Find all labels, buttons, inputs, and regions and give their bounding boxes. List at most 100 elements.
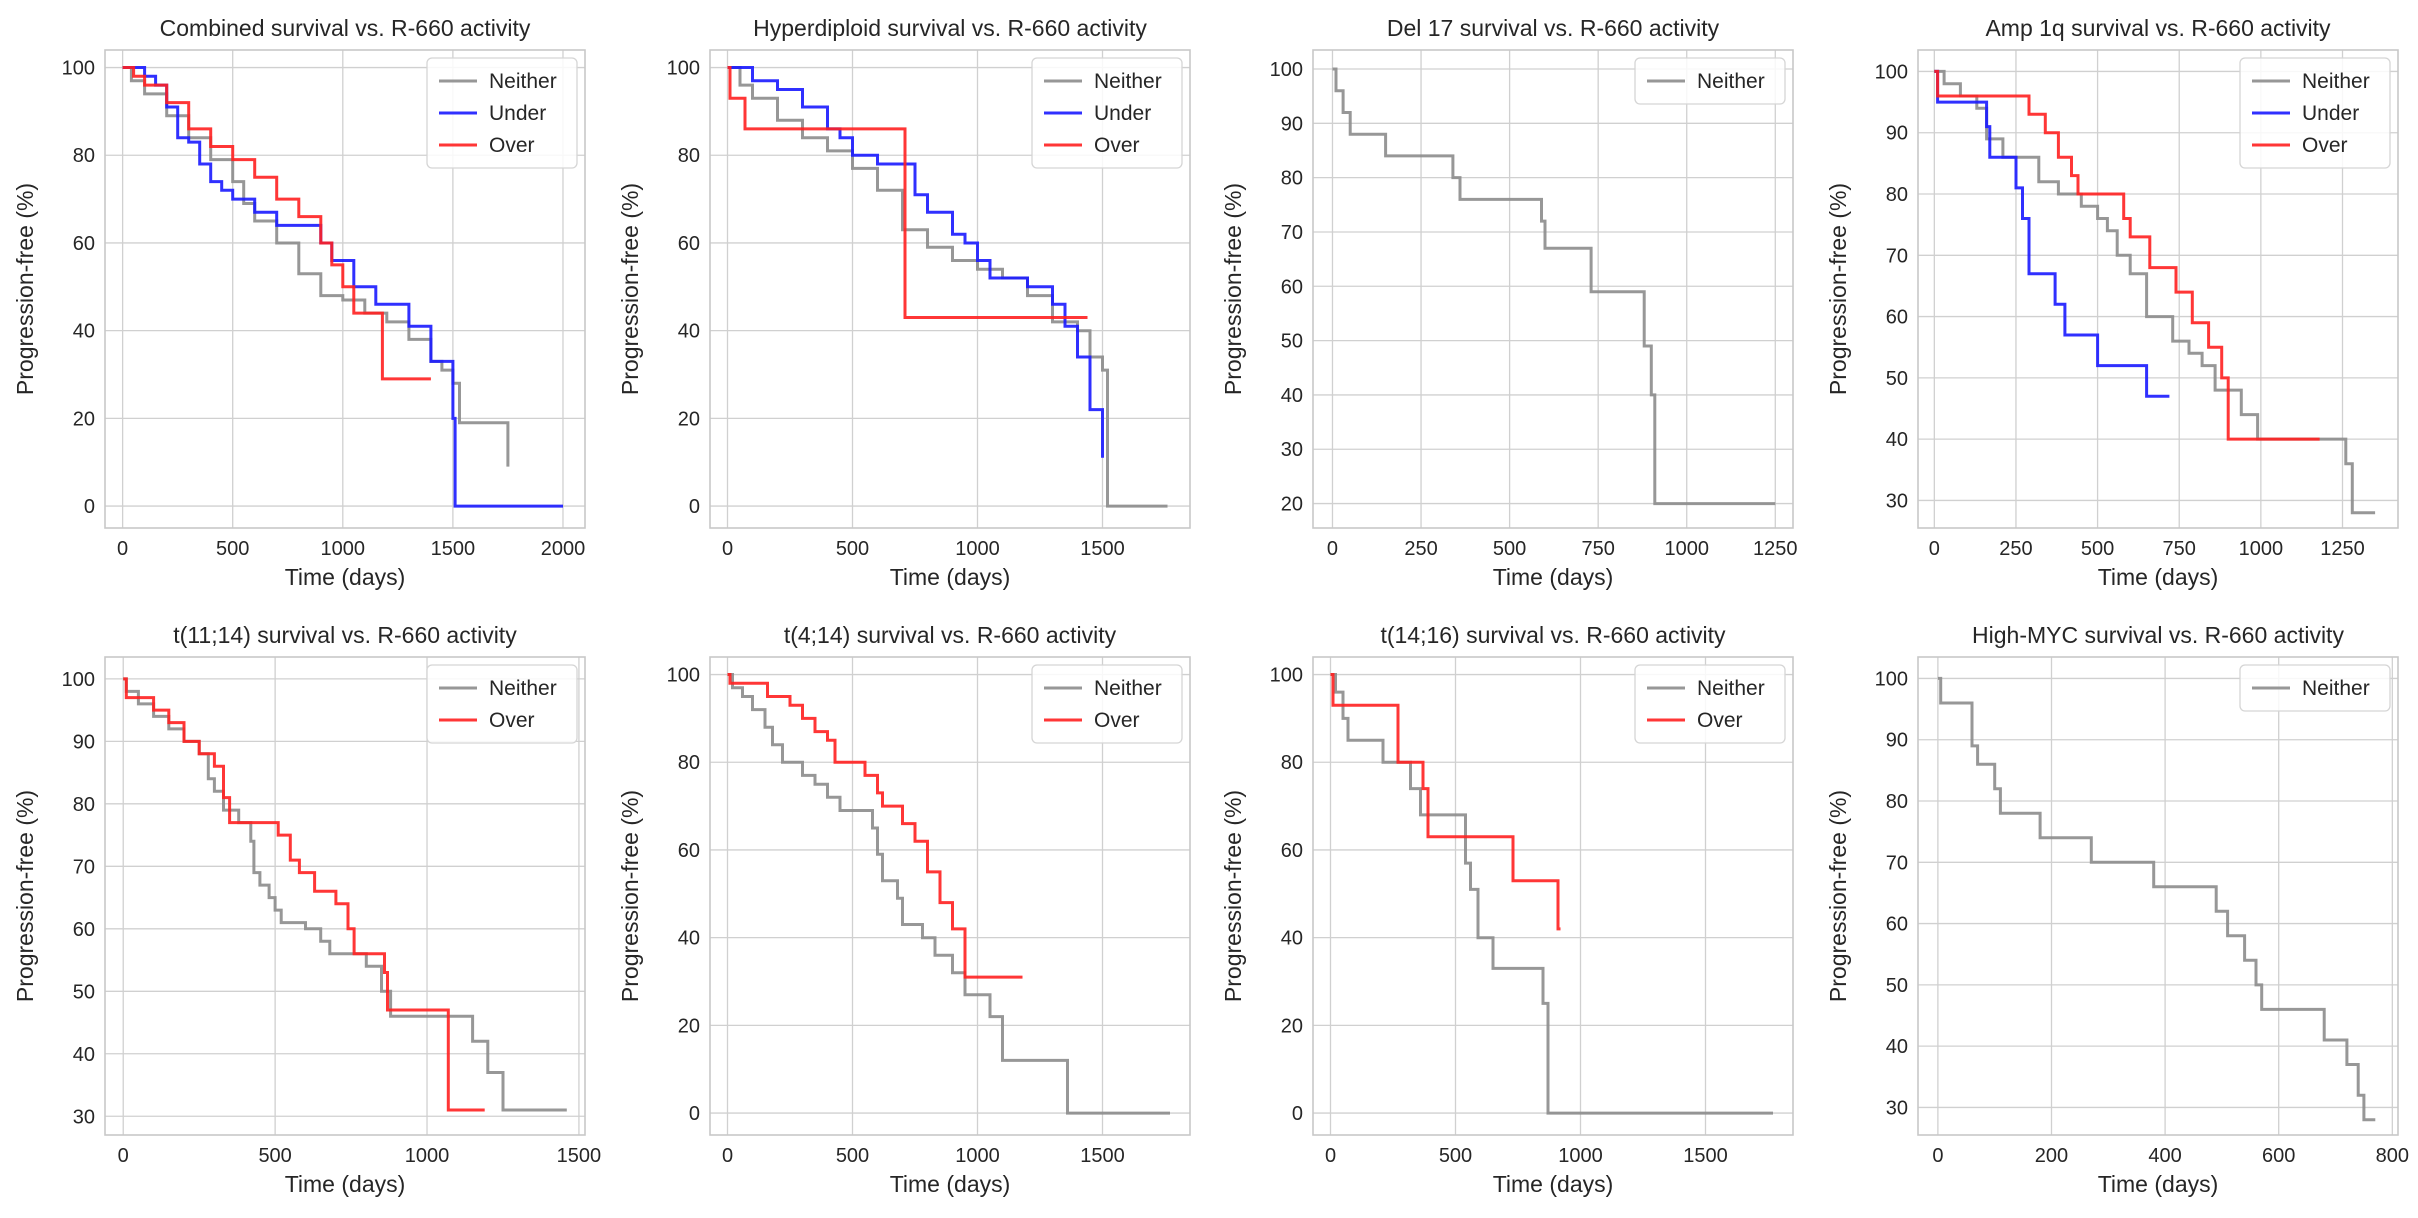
chart-title: t(4;14) survival vs. R-660 activity (784, 622, 1117, 648)
x-tick-label: 1250 (1753, 538, 1798, 560)
y-tick-label: 0 (84, 496, 95, 518)
y-tick-label: 60 (1886, 307, 1908, 329)
x-tick-label: 500 (836, 1145, 869, 1167)
y-tick-label: 20 (1281, 494, 1303, 516)
y-axis-label: Progression-free (%) (617, 790, 643, 1002)
y-tick-label: 80 (678, 752, 700, 774)
y-tick-label: 70 (1281, 222, 1303, 244)
plot-frame (1312, 656, 1794, 1136)
legend: Neither Over (1634, 664, 1786, 744)
y-tick-label: 40 (678, 928, 700, 950)
x-tick-label: 1500 (557, 1145, 602, 1167)
legend-label-neither: Neither (1697, 677, 1765, 700)
x-tick-label: 500 (2081, 538, 2114, 560)
y-tick-label: 100 (62, 58, 95, 80)
legend: Neither Under Over (1031, 57, 1183, 169)
y-tick-label: 60 (1281, 276, 1303, 298)
legend-label-over: Over (2302, 134, 2348, 157)
y-axis-label: Progression-free (%) (1825, 183, 1851, 395)
y-tick-label: 100 (1875, 61, 1908, 83)
y-tick-label: 80 (678, 145, 700, 167)
x-tick-label: 1500 (1080, 1145, 1125, 1167)
x-axis-label: Time (days) (890, 1171, 1011, 1197)
y-tick-label: 90 (1281, 113, 1303, 135)
y-tick-label: 40 (1281, 385, 1303, 407)
legend-box (1634, 57, 1786, 105)
series-line-neither (727, 66, 1168, 508)
plot-area (1918, 657, 2398, 1135)
x-tick-label: 750 (2163, 538, 2196, 560)
legend-label-neither: Neither (1094, 70, 1162, 93)
legend-label-over: Over (1094, 709, 1140, 732)
x-tick-label: 500 (836, 538, 869, 560)
series-line-neither (122, 66, 510, 467)
y-tick-label: 0 (1292, 1103, 1303, 1125)
y-tick-label: 60 (73, 233, 95, 255)
series-line-neither (1330, 673, 1773, 1115)
chart-panel-3: 0 250 500 750 1000 1250 20 30 40 50 60 70 80 90 100 Del… (1220, 15, 1798, 590)
x-axis-label: Time (days) (285, 1171, 406, 1197)
y-axis-label: Progression-free (%) (1825, 790, 1851, 1002)
chart-title: t(14;16) survival vs. R-660 activity (1380, 622, 1726, 648)
x-tick-label: 0 (1932, 1145, 1943, 1167)
chart-title: Hyperdiploid survival vs. R-660 activity (753, 15, 1147, 41)
series-line-neither (1937, 676, 2376, 1122)
legend-label-neither: Neither (2302, 70, 2370, 93)
x-tick-label: 750 (1581, 538, 1614, 560)
x-tick-label: 1250 (2320, 538, 2365, 560)
y-tick-label: 60 (678, 840, 700, 862)
legend: Neither (1634, 57, 1786, 105)
legend: Neither (2239, 664, 2391, 712)
y-tick-label: 0 (689, 496, 700, 518)
x-axis-label: Time (days) (1493, 564, 1614, 590)
legend-label-neither: Neither (1697, 70, 1765, 93)
y-tick-label: 90 (73, 731, 95, 753)
series-line-over (1934, 69, 2320, 441)
legend-box (1634, 664, 1786, 744)
x-tick-label: 600 (2262, 1145, 2295, 1167)
plot-frame (1312, 49, 1794, 529)
y-tick-label: 50 (1886, 368, 1908, 390)
y-tick-label: 60 (678, 233, 700, 255)
series-line-over (123, 677, 485, 1112)
x-tick-label: 250 (1404, 538, 1437, 560)
x-tick-label: 1000 (955, 538, 1000, 560)
y-tick-label: 70 (1886, 852, 1908, 874)
y-tick-label: 100 (1270, 665, 1303, 687)
x-tick-label: 2000 (541, 538, 586, 560)
legend-box (426, 664, 578, 744)
series-line-over (727, 66, 1088, 319)
x-tick-label: 1500 (431, 538, 476, 560)
legend-label-under: Under (2302, 102, 2359, 125)
x-tick-label: 400 (2148, 1145, 2181, 1167)
y-tick-label: 90 (1886, 123, 1908, 145)
plot-frame (1917, 656, 2399, 1136)
chart-title: t(11;14) survival vs. R-660 activity (173, 622, 517, 648)
y-tick-label: 60 (1281, 840, 1303, 862)
y-tick-label: 100 (1270, 59, 1303, 81)
chart-panel-8: 0 200 400 600 800 30 40 50 60 70 80 90 100 High-MYC s… (1825, 622, 2409, 1197)
series-line-over (727, 673, 1023, 979)
y-axis-label: Progression-free (%) (617, 183, 643, 395)
x-axis-label: Time (days) (890, 564, 1011, 590)
plot-frame (104, 49, 586, 529)
x-tick-label: 0 (722, 1145, 733, 1167)
legend-label-over: Over (1697, 709, 1743, 732)
x-tick-label: 500 (1439, 1145, 1472, 1167)
x-axis-label: Time (days) (1493, 1171, 1614, 1197)
y-axis-label: Progression-free (%) (1220, 790, 1246, 1002)
y-tick-label: 100 (1875, 668, 1908, 690)
series-line-neither (727, 673, 1170, 1115)
legend-box (2239, 664, 2391, 712)
legend-box (426, 57, 578, 169)
legend-label-over: Over (1094, 134, 1140, 157)
x-tick-label: 1000 (955, 1145, 1000, 1167)
y-tick-label: 100 (667, 58, 700, 80)
x-tick-label: 500 (216, 538, 249, 560)
x-tick-label: 0 (1325, 1145, 1336, 1167)
y-tick-label: 60 (1886, 914, 1908, 936)
y-tick-label: 60 (73, 919, 95, 941)
y-tick-label: 0 (689, 1103, 700, 1125)
y-tick-label: 80 (73, 794, 95, 816)
